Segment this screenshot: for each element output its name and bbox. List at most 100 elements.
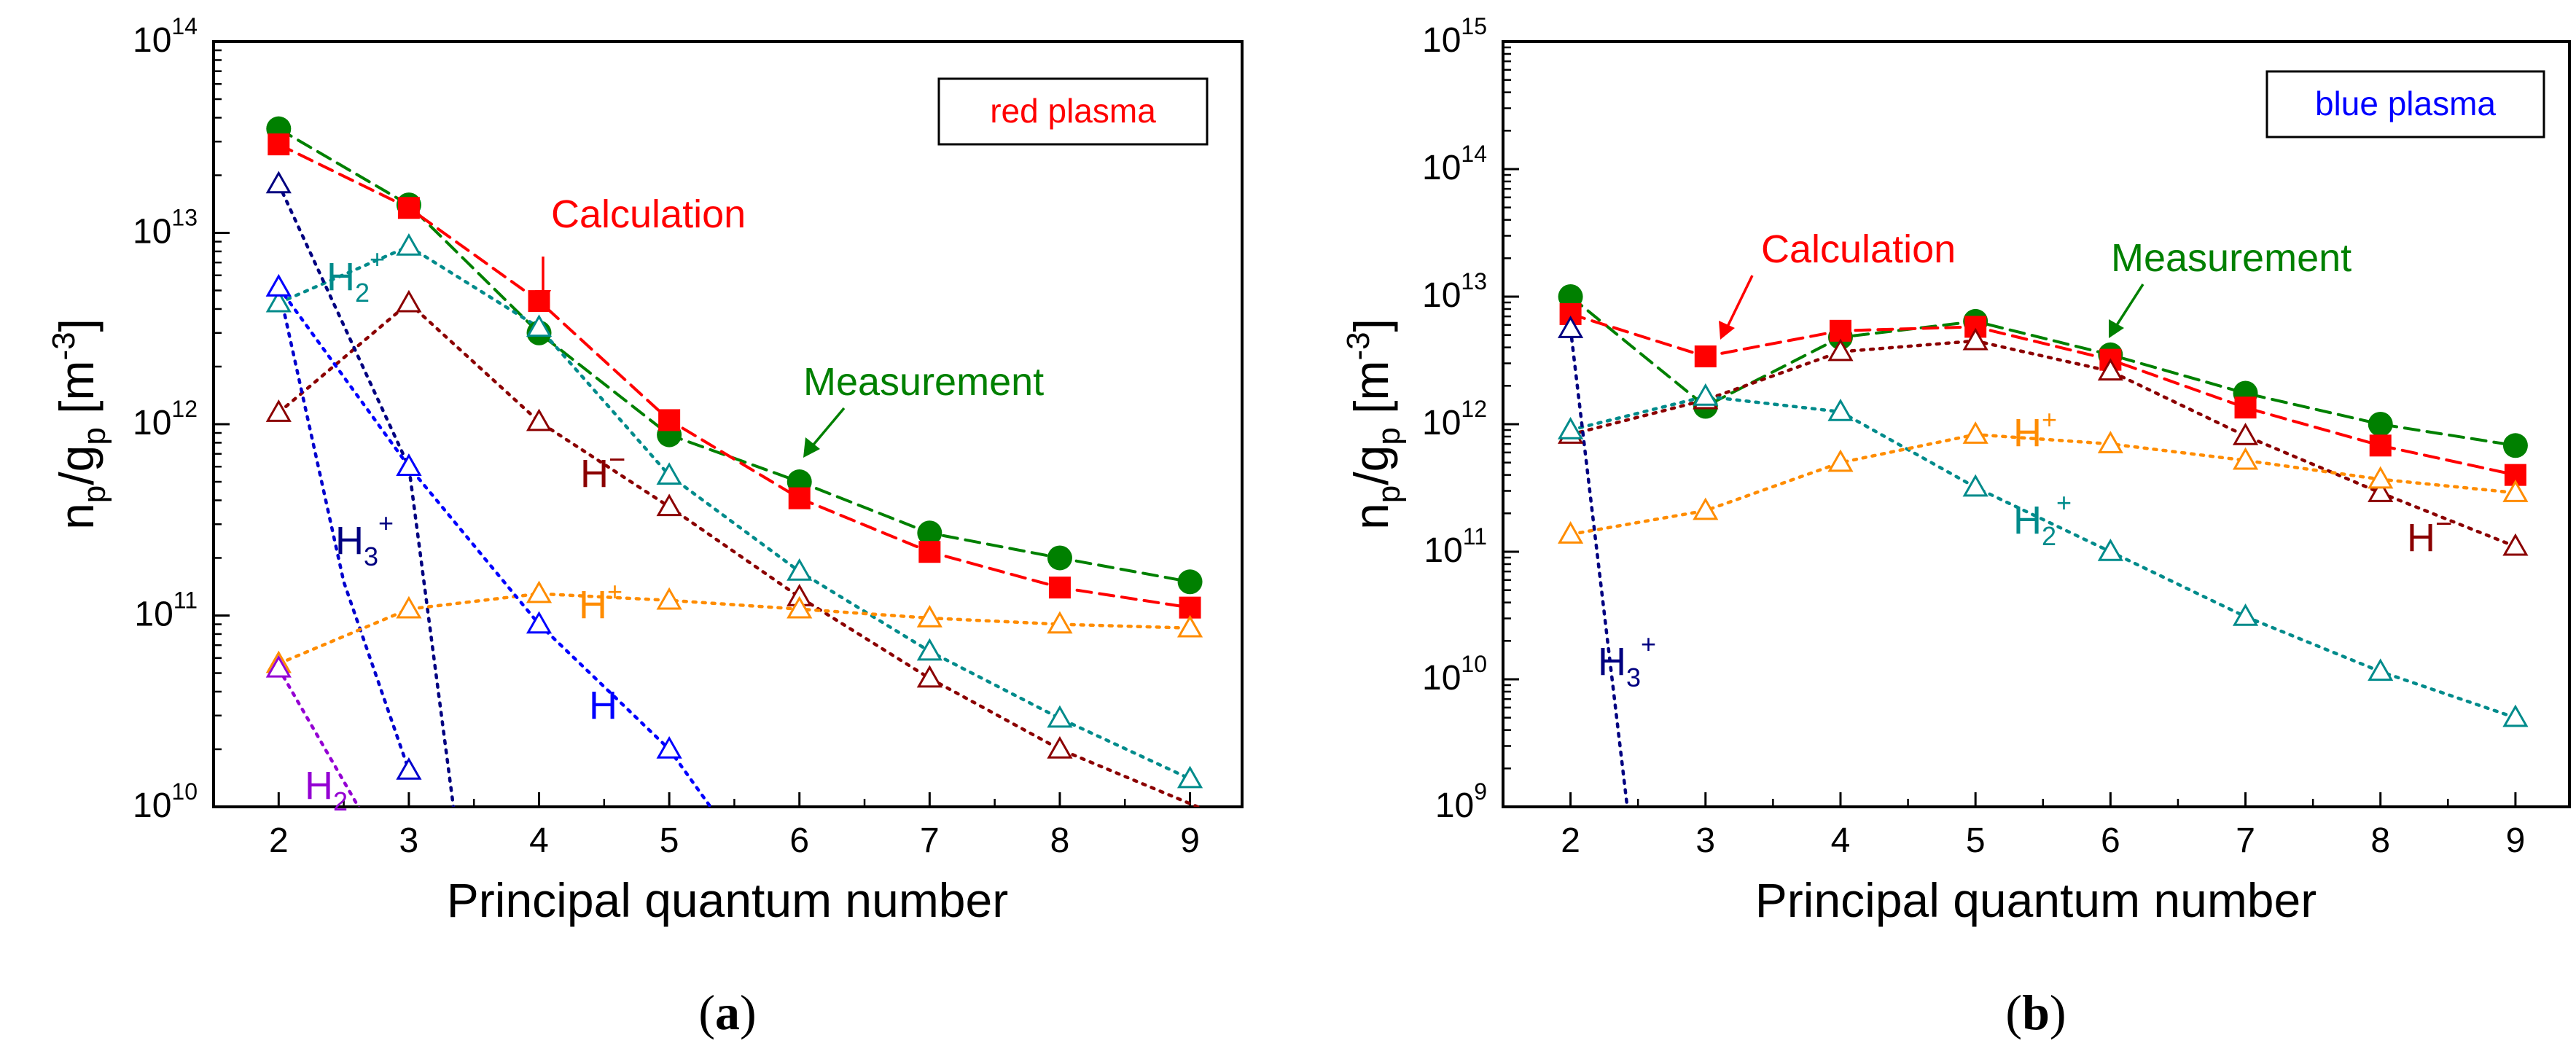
data-point-h2-plus	[1827, 399, 1854, 421]
legend-box	[937, 77, 1209, 146]
x-axis-label: Principal quantum number	[447, 873, 1008, 927]
y-tick-label: 1011	[1424, 523, 1487, 570]
data-point-h	[2502, 533, 2529, 556]
x-tick-label: 6	[2101, 821, 2120, 860]
y-axis-label: np/gp [m-3]	[46, 319, 112, 530]
data-point-h2	[265, 655, 292, 678]
data-point-h2-plus	[265, 289, 292, 313]
data-point-h2-plus	[2368, 658, 2394, 681]
h-plus-label: H+	[579, 577, 622, 627]
x-tick-label: 4	[1831, 821, 1851, 860]
x-tick-label: 5	[1966, 821, 1986, 860]
series-line-measurement	[1569, 295, 2517, 448]
x-tick-label: 2	[1561, 821, 1580, 860]
data-point-calculation	[1179, 596, 1201, 619]
data-point-calculation	[788, 487, 811, 509]
x-tick-label: 9	[1180, 821, 1200, 860]
data-point-h3-plus	[265, 171, 292, 194]
data-point-calculation	[268, 133, 290, 156]
y-tick-label: 1014	[1422, 141, 1487, 187]
data-point-h	[265, 274, 292, 297]
data-point-h-plus	[2232, 447, 2259, 470]
x-tick-label: 3	[399, 821, 419, 860]
data-point-h-plus	[2097, 431, 2123, 453]
x-axis-label: Principal quantum number	[1755, 873, 2317, 927]
data-point-h-plus	[1047, 611, 1073, 634]
x-tick-label: 2	[269, 821, 289, 860]
data-point-h	[396, 289, 422, 313]
data-point-calculation	[397, 197, 420, 219]
data-point-measurement	[1558, 284, 1583, 309]
x-tick-label: 4	[529, 821, 549, 860]
measurement-arrowhead	[803, 437, 820, 458]
data-point-h-plus	[787, 595, 813, 619]
legend-box	[2265, 70, 2545, 138]
data-point-h2-plus	[656, 462, 682, 485]
measurement-label: Measurement	[2111, 236, 2351, 280]
series-line-h3-plus	[277, 182, 456, 807]
data-point-h2-plus	[2097, 538, 2123, 561]
x-tick-label: 7	[920, 821, 940, 860]
legend-label: blue plasma	[2315, 85, 2496, 122]
data-point-h-plus	[916, 604, 942, 628]
data-point-calculation	[1048, 577, 1071, 599]
data-point-calculation	[918, 541, 941, 563]
series-lines	[277, 127, 1202, 807]
calculation-arrowhead	[1719, 321, 1735, 340]
data-point-h2-plus	[916, 638, 942, 661]
data-point-h-plus	[1693, 497, 1719, 520]
series-lines	[1569, 295, 2518, 807]
data-point-measurement	[1177, 569, 1203, 595]
series-line-h-plus	[277, 592, 1192, 665]
h2-label: H2	[305, 764, 348, 816]
y-tick-label: 1014	[133, 13, 198, 60]
panel-a: 1010 1011 1012 1013 1014 2 3 4 5 6 7 8 9 red plasma…	[46, 13, 1244, 1040]
data-point-h	[1047, 735, 1073, 759]
y-axis-ticks: 109 1010 1011 1012 1013 1014 1015	[1422, 13, 1519, 825]
data-point-measurement	[1047, 545, 1072, 571]
data-point-calculation	[658, 409, 681, 431]
data-point-h3-plus	[1558, 316, 1584, 338]
measurement-arrow	[812, 407, 846, 446]
series-line-h2-plus	[277, 244, 1192, 781]
series-markers	[265, 116, 1203, 789]
x-tick-label: 8	[1050, 821, 1070, 860]
legend-label: red plasma	[990, 92, 1156, 130]
y-tick-label: 1011	[134, 587, 198, 634]
y-tick-label: 1013	[133, 205, 198, 251]
panel-label: (b)	[2005, 985, 2066, 1040]
data-point-h	[1962, 327, 1988, 351]
y-tick-label: 1012	[133, 396, 198, 442]
data-point-h	[656, 493, 682, 517]
series-line-h-plus	[1569, 432, 2518, 536]
measurement-arrow	[2115, 284, 2144, 326]
h2-plus-label: H2+	[2013, 488, 2072, 551]
data-point-h2-plus	[1962, 474, 1988, 497]
data-point-h2-plus	[787, 558, 813, 581]
data-point-h-plus	[656, 587, 682, 610]
data-point-h	[656, 735, 682, 759]
calculation-label: Calculation	[1761, 227, 1956, 271]
data-point-h-plus	[1962, 421, 1988, 444]
data-point-calculation	[1694, 345, 1717, 367]
data-point-h	[265, 399, 292, 422]
data-point-h	[916, 665, 942, 688]
data-point-h	[526, 408, 553, 431]
h-minus-label: H−	[2407, 508, 2452, 560]
y-axis-label: np/gp [m-3]	[1340, 319, 1407, 530]
plot-frame	[212, 40, 1244, 808]
data-point-h	[526, 611, 553, 634]
data-point-measurement	[917, 520, 942, 546]
series-markers	[1558, 284, 2529, 727]
y-tick-label: 1013	[1422, 268, 1487, 315]
x-tick-label: 7	[2236, 821, 2255, 860]
x-tick-label: 6	[789, 821, 809, 860]
data-point-h3-plus-second-curve	[396, 757, 422, 780]
data-point-h-plus	[1558, 521, 1584, 544]
measurement-label: Measurement	[803, 360, 1044, 404]
data-point-h2-plus	[396, 233, 422, 256]
data-point-h-plus	[2502, 480, 2529, 502]
data-point-h2-plus	[2502, 704, 2529, 727]
series-line-h2-plus	[1569, 394, 2518, 719]
